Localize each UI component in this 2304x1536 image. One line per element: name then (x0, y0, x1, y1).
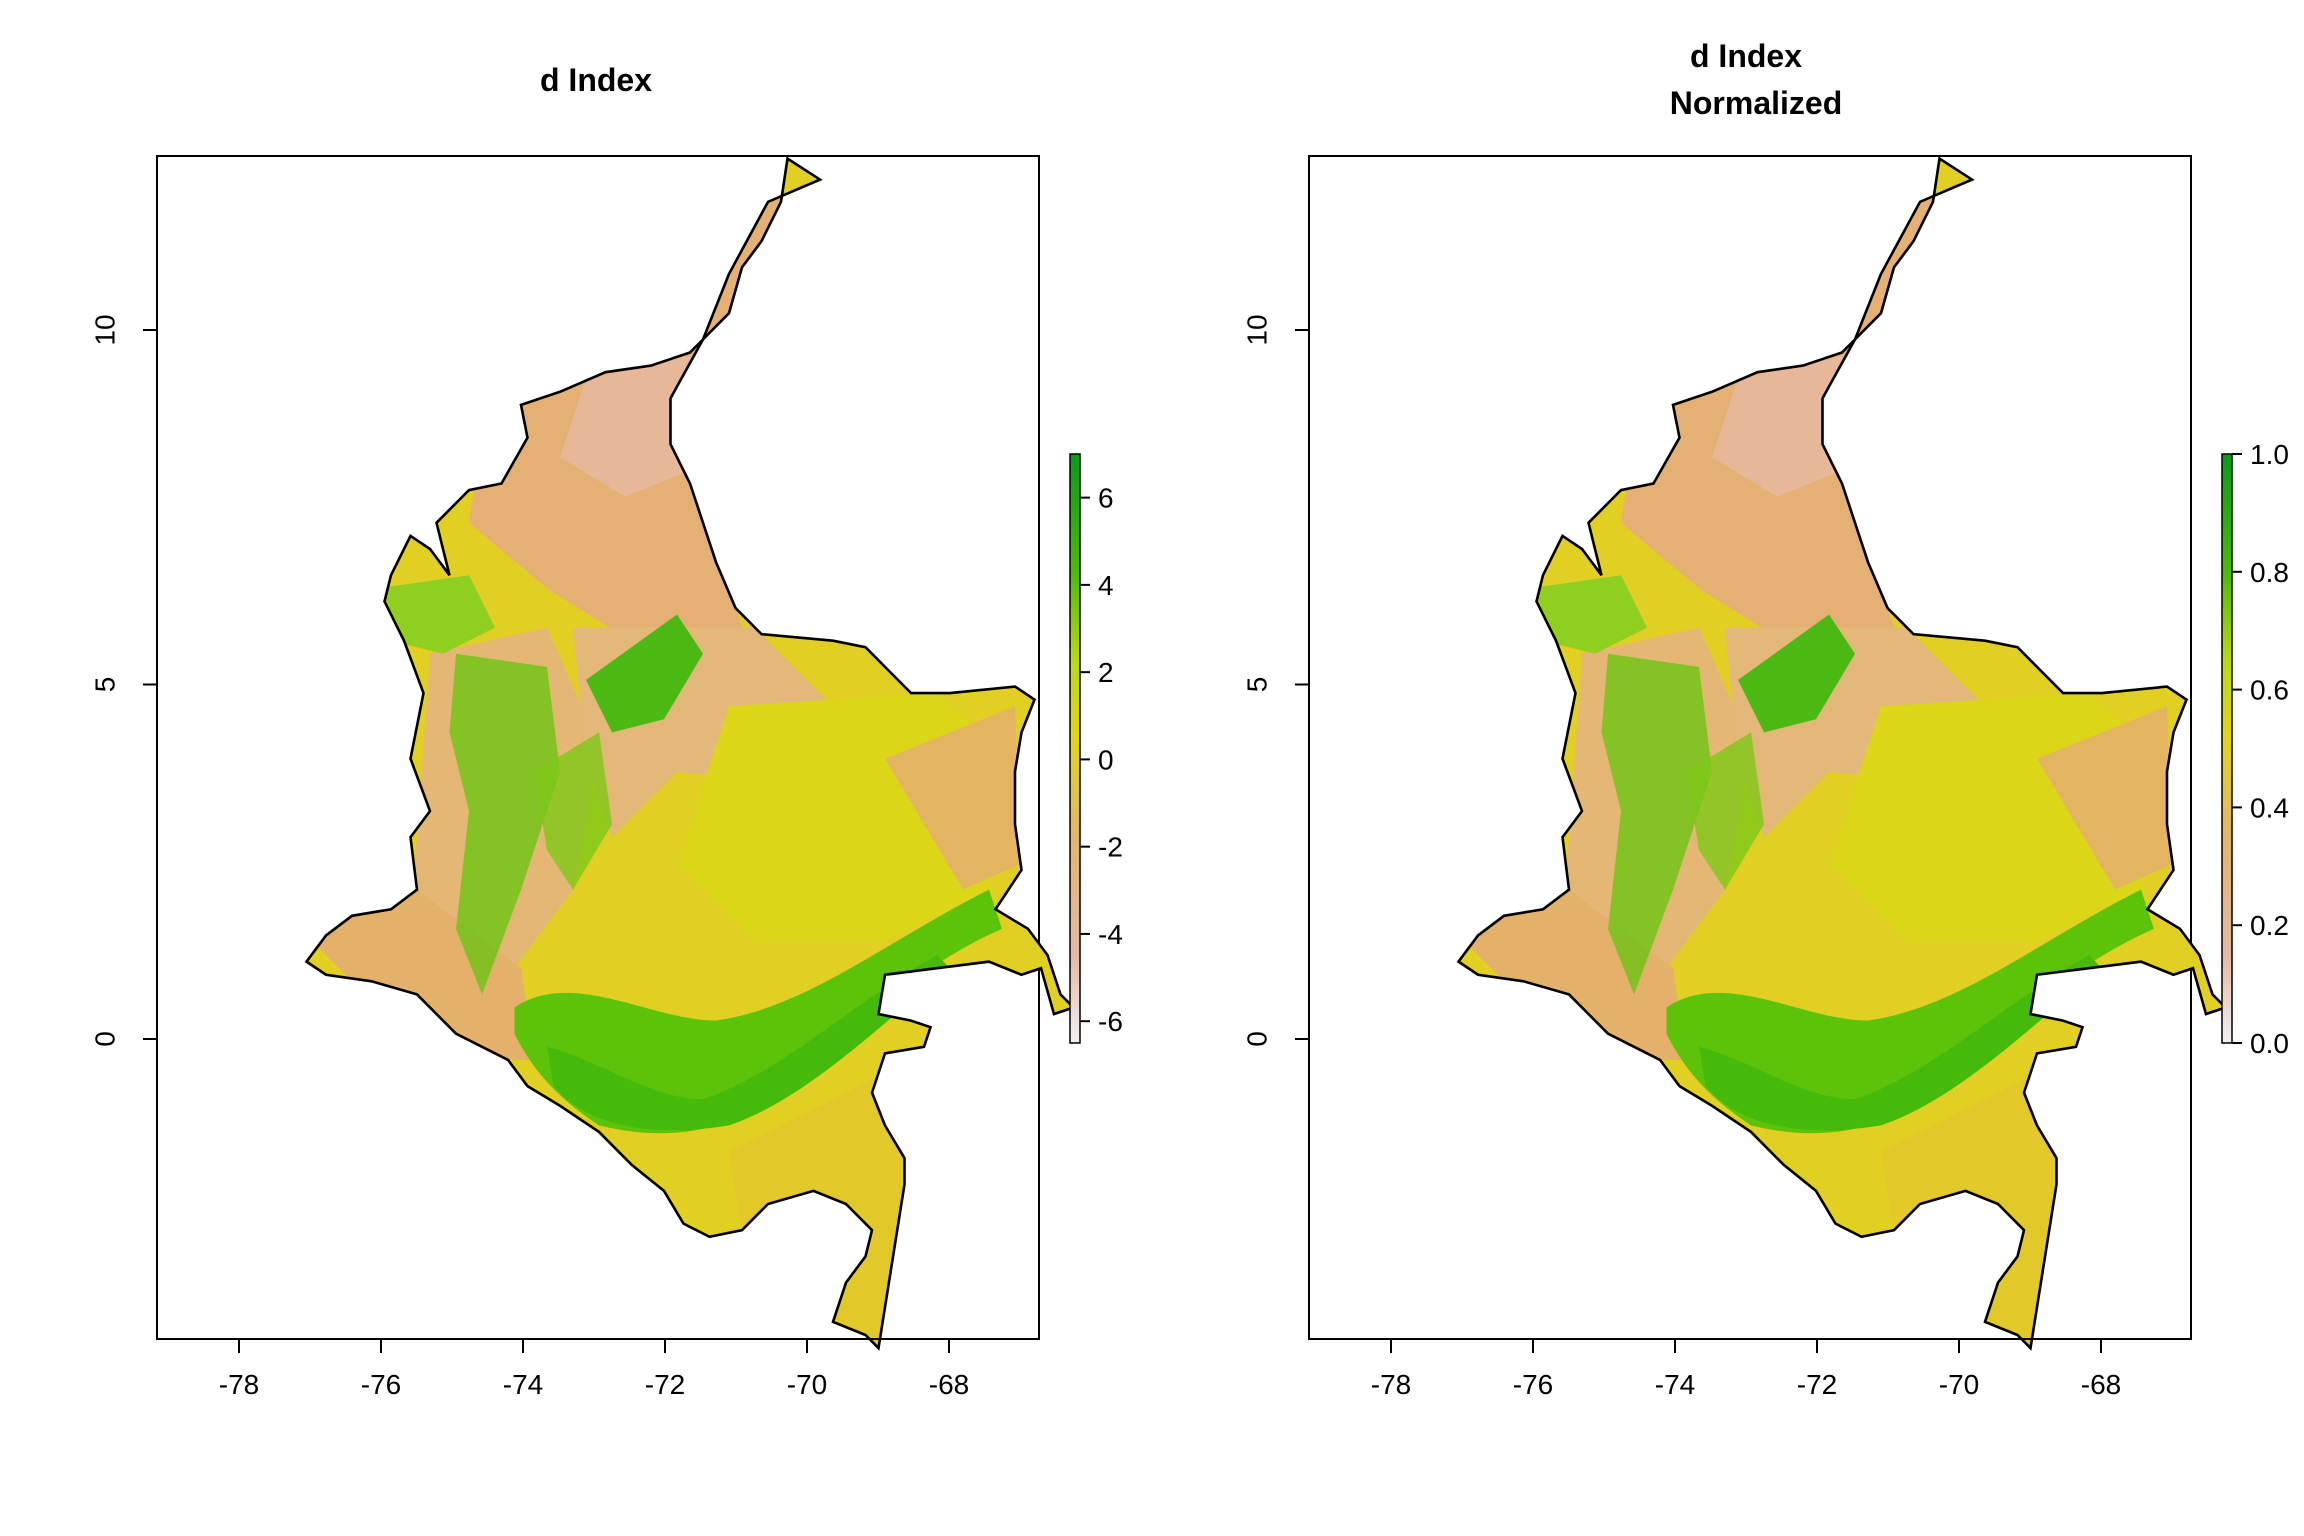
legend-tick-label: 0.6 (2250, 675, 2289, 706)
x-tick-label: -68 (929, 1369, 969, 1400)
y-tick-label: 10 (89, 314, 120, 345)
color-legend: 6 4 2 0 -2 -4 -6 (1069, 453, 1123, 1044)
x-tick-label: -76 (1513, 1369, 1553, 1400)
legend-tick-label: 1.0 (2250, 439, 2289, 470)
legend-tick-label: 6 (1098, 483, 1114, 514)
y-tick-label: 5 (1241, 677, 1272, 693)
panel-title-line-2: Normalized (1670, 85, 1842, 121)
panel-title-line-1: d Index (1690, 38, 1802, 74)
legend-bar (2221, 453, 2233, 1044)
x-tick-label: -70 (787, 1369, 827, 1400)
panel-d-index-normalized: d Index Normalized -78 -76 -74 -72 -70 -68 0 5… (1241, 38, 2304, 1466)
legend-tick-label: 0.4 (2250, 792, 2289, 823)
x-axis: -78 -76 -74 -72 -70 -68 (219, 1338, 969, 1400)
x-tick-label: -74 (503, 1369, 543, 1400)
y-tick-label: 0 (1241, 1031, 1272, 1047)
panel-title: d Index (540, 62, 652, 98)
map-colombia (157, 156, 1197, 1466)
y-tick-label: 0 (89, 1031, 120, 1047)
legend-tick-label: 0.2 (2250, 910, 2289, 941)
map-colombia (1309, 156, 2304, 1466)
x-tick-label: -68 (2081, 1369, 2121, 1400)
legend-tick-label: -2 (1098, 832, 1123, 863)
x-tick-label: -70 (1939, 1369, 1979, 1400)
legend-tick-label: 0 (1098, 744, 1114, 775)
legend-tick-label: -4 (1098, 919, 1123, 950)
x-tick-label: -78 (219, 1369, 259, 1400)
y-axis: 0 5 10 (89, 314, 158, 1047)
y-axis: 0 5 10 (1241, 314, 1310, 1047)
legend-tick-label: 4 (1098, 570, 1114, 601)
x-tick-label: -72 (645, 1369, 685, 1400)
panel-d-index: d Index -78 -76 -74 -72 -70 -68 0 5 10 6 4 2 0 -2 -4… (89, 62, 1197, 1466)
y-tick-label: 10 (1241, 314, 1272, 345)
x-tick-label: -76 (361, 1369, 401, 1400)
legend-tick-label: 2 (1098, 657, 1114, 688)
color-legend: 1.0 0.8 0.6 0.4 0.2 0.0 (2221, 439, 2289, 1059)
x-tick-label: -78 (1371, 1369, 1411, 1400)
x-axis: -78 -76 -74 -72 -70 -68 (1371, 1338, 2121, 1400)
legend-tick-label: 0.8 (2250, 557, 2289, 588)
x-tick-label: -74 (1655, 1369, 1695, 1400)
legend-tick-label: 0.0 (2250, 1028, 2289, 1059)
legend-bar (1069, 453, 1081, 1044)
x-tick-label: -72 (1797, 1369, 1837, 1400)
y-tick-label: 5 (89, 677, 120, 693)
legend-tick-label: -6 (1098, 1006, 1123, 1037)
